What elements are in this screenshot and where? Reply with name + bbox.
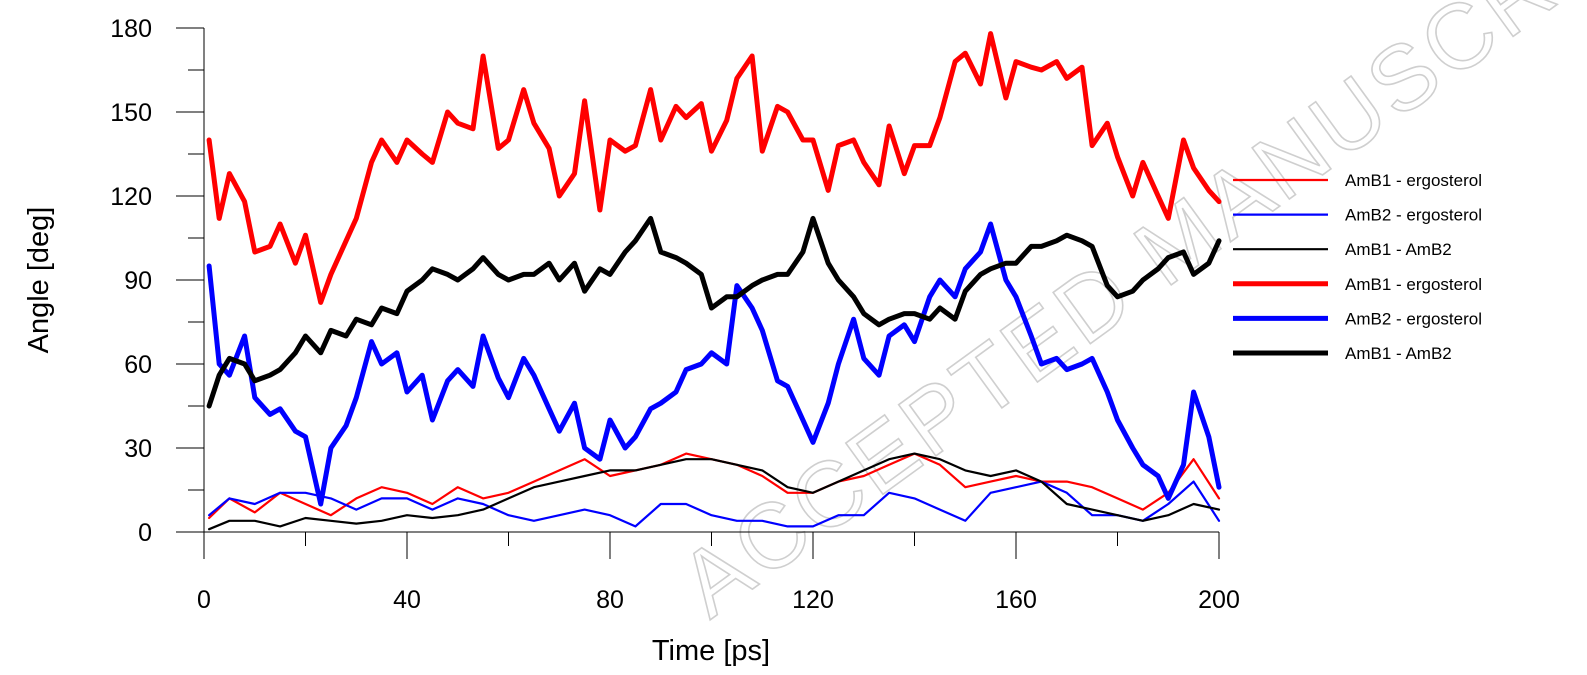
legend-label: AmB1 - ergosterol bbox=[1345, 171, 1482, 190]
y-tick-label: 30 bbox=[124, 435, 152, 463]
y-tick-label: 150 bbox=[110, 99, 152, 127]
x-axis-title: Time [ps] bbox=[652, 635, 770, 667]
y-tick-label: 180 bbox=[110, 15, 152, 43]
legend-label: AmB1 - AmB2 bbox=[1345, 344, 1452, 363]
plot-axes: 0 30 60 90 120 150 180 0 40 80 120 160 200 bbox=[110, 15, 1240, 614]
y-axis-title: Angle [deg] bbox=[23, 207, 55, 354]
series-line-4 bbox=[206, 31, 1222, 305]
series-layer bbox=[206, 31, 1222, 531]
y-tick-label: 60 bbox=[124, 351, 152, 379]
x-tick-label: 0 bbox=[197, 586, 211, 614]
chart-legend: AmB1 - ergosterol AmB2 - ergosterol AmB1 -… bbox=[1233, 171, 1482, 363]
legend-label: AmB1 - AmB2 bbox=[1345, 240, 1452, 259]
x-tick-label: 40 bbox=[393, 586, 421, 614]
series-line-5 bbox=[206, 221, 1222, 507]
x-tick-label: 160 bbox=[995, 586, 1037, 614]
y-tick-label: 90 bbox=[124, 267, 152, 295]
x-tick-label: 200 bbox=[1198, 586, 1240, 614]
series-line-6 bbox=[206, 215, 1222, 409]
x-tick-label: 120 bbox=[792, 586, 834, 614]
x-tick-label: 80 bbox=[596, 586, 624, 614]
y-tick-label: 0 bbox=[138, 519, 152, 547]
legend-label: AmB2 - ergosterol bbox=[1345, 206, 1482, 225]
legend-label: AmB1 - ergosterol bbox=[1345, 275, 1482, 294]
series-line-2 bbox=[208, 480, 1221, 528]
legend-label: AmB2 - ergosterol bbox=[1345, 309, 1482, 328]
series-line-3 bbox=[208, 452, 1221, 531]
y-tick-label: 120 bbox=[110, 183, 152, 211]
